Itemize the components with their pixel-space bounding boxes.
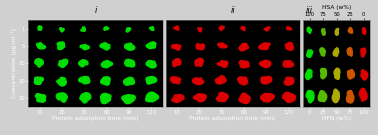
Polygon shape [322, 29, 325, 35]
Polygon shape [239, 60, 249, 68]
Polygon shape [146, 92, 159, 102]
X-axis label: Protein adsorption time (min): Protein adsorption time (min) [52, 116, 139, 121]
Polygon shape [59, 59, 68, 67]
Polygon shape [261, 77, 272, 84]
Polygon shape [37, 43, 45, 49]
Polygon shape [56, 93, 67, 102]
X-axis label: HSA (w%): HSA (w%) [322, 5, 351, 10]
Polygon shape [318, 91, 327, 102]
Polygon shape [80, 93, 91, 103]
X-axis label: HFN (w%): HFN (w%) [322, 116, 351, 121]
Polygon shape [80, 44, 89, 50]
Polygon shape [172, 44, 181, 50]
Polygon shape [363, 28, 366, 34]
Polygon shape [260, 60, 271, 68]
Y-axis label: Concentration (μg.ml⁻¹): Concentration (μg.ml⁻¹) [11, 28, 17, 98]
Polygon shape [285, 42, 293, 50]
Polygon shape [174, 26, 179, 30]
Polygon shape [283, 92, 296, 102]
Polygon shape [81, 27, 85, 31]
Polygon shape [217, 92, 228, 102]
Polygon shape [101, 93, 111, 104]
Polygon shape [125, 43, 135, 50]
Polygon shape [194, 94, 206, 102]
Polygon shape [284, 77, 294, 85]
Polygon shape [335, 28, 339, 35]
Polygon shape [238, 77, 248, 85]
Polygon shape [100, 43, 110, 50]
Polygon shape [361, 70, 368, 80]
Polygon shape [125, 59, 135, 67]
Polygon shape [195, 58, 203, 66]
Polygon shape [217, 61, 228, 67]
Polygon shape [264, 27, 270, 31]
Polygon shape [193, 78, 204, 85]
Polygon shape [104, 27, 109, 30]
Polygon shape [241, 27, 245, 31]
Polygon shape [36, 94, 46, 102]
Polygon shape [261, 93, 274, 102]
Polygon shape [334, 68, 340, 79]
Polygon shape [320, 48, 325, 56]
Polygon shape [347, 70, 355, 79]
Polygon shape [146, 42, 156, 49]
Polygon shape [146, 60, 156, 68]
Polygon shape [172, 59, 181, 67]
Polygon shape [359, 88, 367, 101]
Polygon shape [332, 89, 339, 103]
Polygon shape [306, 90, 314, 103]
Polygon shape [79, 60, 88, 67]
Polygon shape [122, 95, 135, 104]
Polygon shape [170, 77, 181, 84]
Polygon shape [215, 76, 226, 84]
Polygon shape [219, 26, 224, 31]
Polygon shape [283, 61, 294, 67]
Polygon shape [218, 43, 227, 48]
Polygon shape [126, 28, 130, 32]
Polygon shape [348, 27, 353, 33]
Polygon shape [198, 28, 202, 32]
Polygon shape [321, 68, 327, 79]
Polygon shape [259, 43, 270, 50]
Polygon shape [287, 27, 292, 30]
Polygon shape [60, 28, 64, 32]
Polygon shape [347, 48, 352, 56]
Polygon shape [307, 27, 311, 33]
Polygon shape [35, 59, 43, 67]
Polygon shape [38, 26, 42, 30]
Text: i: i [94, 6, 97, 15]
Polygon shape [307, 50, 313, 57]
Polygon shape [239, 93, 250, 104]
Polygon shape [57, 77, 66, 86]
Polygon shape [101, 60, 113, 68]
Polygon shape [361, 48, 366, 57]
Polygon shape [347, 90, 354, 103]
Text: iii: iii [306, 6, 313, 15]
Polygon shape [305, 69, 312, 80]
Polygon shape [124, 77, 135, 85]
Polygon shape [57, 42, 65, 50]
Polygon shape [146, 77, 157, 84]
Polygon shape [172, 94, 184, 102]
Polygon shape [196, 44, 204, 50]
Polygon shape [333, 48, 339, 56]
Polygon shape [149, 27, 154, 31]
Text: ii: ii [230, 6, 235, 15]
X-axis label: Protein adsorption time (min): Protein adsorption time (min) [189, 116, 276, 121]
Polygon shape [239, 43, 248, 51]
Polygon shape [101, 77, 110, 85]
Polygon shape [34, 77, 43, 84]
Polygon shape [79, 77, 90, 84]
